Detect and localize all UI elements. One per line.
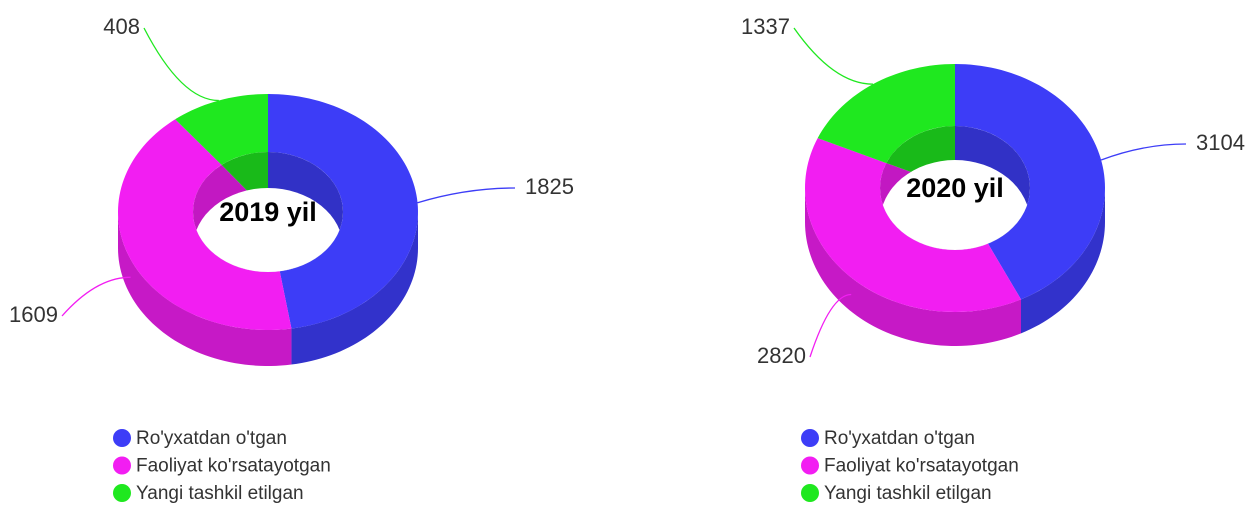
donut-segment: [955, 64, 1105, 300]
legend-marker: [113, 484, 131, 502]
leader-line: [793, 27, 873, 85]
value-label: 2820: [757, 343, 806, 368]
center-label: 2020 yil: [906, 173, 1004, 203]
leader-line: [61, 276, 131, 317]
legend-label: Faoliyat ko'rsatayotgan: [824, 456, 1019, 477]
value-label: 1609: [9, 302, 58, 327]
center-label: 2019 yil: [219, 197, 317, 227]
value-label: 1337: [741, 14, 790, 39]
legend-label: Ro'yxatdan o'tgan: [824, 428, 975, 449]
side-wall: [1021, 188, 1105, 334]
legend-marker: [113, 456, 131, 475]
legend-marker: [801, 484, 819, 502]
hole-floor: [880, 160, 1030, 250]
donut-segment: [175, 94, 268, 165]
hole: [193, 152, 343, 272]
donut-segment: [817, 64, 955, 164]
legend-label: Faoliyat ko'rsatayotgan: [136, 456, 331, 477]
hole-floor: [193, 188, 343, 272]
leader-line: [809, 293, 852, 358]
side-wall: [291, 212, 418, 365]
legend-marker: [801, 429, 819, 447]
value-label: 408: [103, 14, 140, 39]
leader-line: [417, 187, 516, 204]
side-wall: [118, 212, 292, 366]
legend-label: Yangi tashkil etilgan: [136, 483, 304, 504]
donut-segment: [118, 119, 292, 330]
side-wall: [805, 188, 1021, 346]
legend-marker: [801, 456, 819, 475]
value-label: 1825: [525, 174, 574, 199]
leader-line: [1100, 143, 1187, 161]
value-label: 3104: [1196, 130, 1245, 155]
donut-segment: [268, 94, 418, 329]
legend-label: Ro'yxatdan o'tgan: [136, 428, 287, 449]
legend-label: Yangi tashkil etilgan: [824, 483, 992, 504]
leader-line: [143, 27, 219, 102]
hole: [880, 126, 1030, 250]
legend-marker: [113, 429, 131, 447]
donut-segment: [805, 138, 1021, 312]
